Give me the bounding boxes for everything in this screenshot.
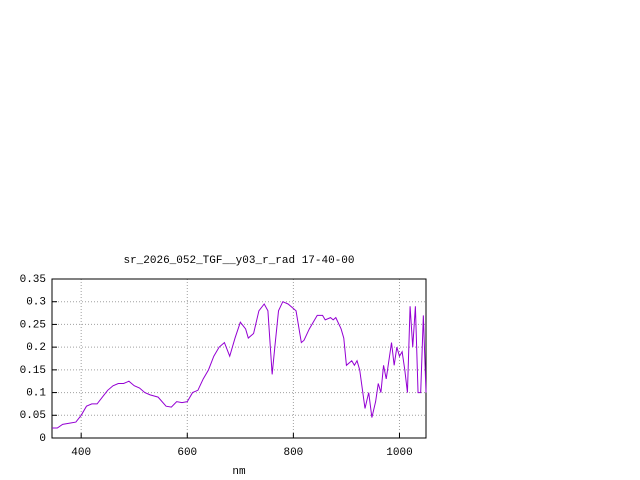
y-tick-label: 0.1 <box>26 387 46 399</box>
y-tick-label: 0.35 <box>20 274 46 286</box>
x-tick-label: 800 <box>283 447 303 459</box>
chart-title: sr_2026_052_TGF__y03_r_rad 17-40-00 <box>123 255 354 267</box>
x-tick-label: 600 <box>177 447 197 459</box>
y-tick-label: 0 <box>39 433 46 445</box>
y-tick-label: 0.15 <box>20 365 46 377</box>
x-tick-label: 1000 <box>386 447 412 459</box>
x-axis-label: nm <box>232 466 246 478</box>
plot-border <box>51 278 427 439</box>
y-tick-label: 0.05 <box>20 410 46 422</box>
data-line <box>52 301 427 429</box>
y-tick-label: 0.2 <box>26 342 46 354</box>
y-tick-label: 0.25 <box>20 319 46 331</box>
x-tick-label: 400 <box>71 447 91 459</box>
y-tick-label: 0.3 <box>26 297 46 309</box>
